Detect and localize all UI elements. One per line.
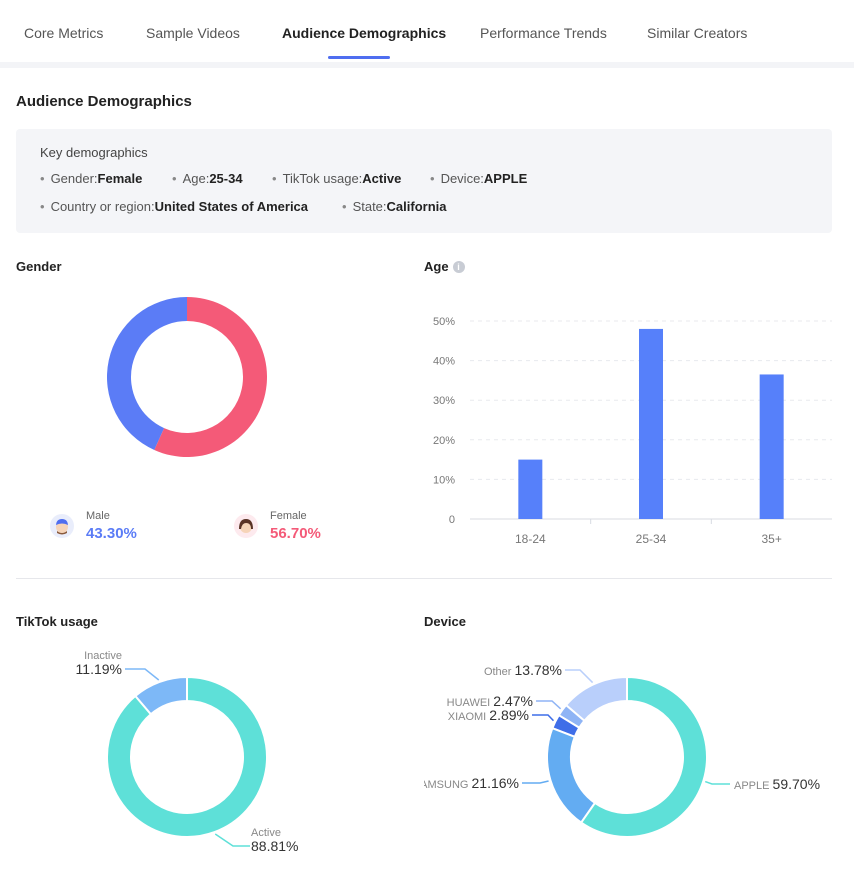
key-demo-state: State:California bbox=[342, 199, 447, 214]
device-chart-area: Other 13.78% HUAWEI 2.47% XIAOMI 2.89% SAMS… bbox=[424, 640, 854, 871]
slice-value-xiaomi: 2.89% bbox=[489, 707, 529, 723]
key-demo-label: TikTok usage: bbox=[282, 171, 363, 186]
age-chart-title: Age i bbox=[424, 259, 465, 274]
slice-value-apple: 59.70% bbox=[773, 776, 820, 792]
page-title: Audience Demographics bbox=[16, 93, 192, 110]
tab-audience-demographics[interactable]: Audience Demographics bbox=[282, 25, 447, 41]
key-demo-country: Country or region:United States of Ameri… bbox=[40, 199, 308, 214]
leader-line-active bbox=[214, 833, 250, 847]
key-demo-value: United States of America bbox=[154, 199, 309, 214]
female-avatar-icon bbox=[234, 514, 258, 538]
key-demo-value: California bbox=[386, 199, 447, 214]
key-demo-value: Female bbox=[97, 171, 143, 186]
slice-label-active: Active bbox=[251, 827, 281, 839]
tab-separator bbox=[0, 62, 854, 68]
bar-35-[interactable] bbox=[759, 374, 784, 519]
male-avatar-icon bbox=[50, 514, 74, 538]
leader-line-inactive bbox=[125, 668, 160, 681]
slice-label-apple: APPLE bbox=[734, 780, 773, 792]
key-demo-age: Age:25-34 bbox=[172, 171, 243, 186]
bar-18-24[interactable] bbox=[518, 459, 543, 519]
key-demo-label: State: bbox=[352, 199, 387, 214]
slice-value-huawei: 2.47% bbox=[493, 693, 533, 709]
slice-label-samsung: SAMSUNG bbox=[424, 779, 472, 791]
active-tab-indicator bbox=[328, 56, 390, 59]
gender-chart-title: Gender bbox=[16, 259, 62, 274]
slice-label-inactive: Inactive bbox=[84, 650, 122, 662]
slice-male[interactable] bbox=[107, 297, 187, 451]
key-demo-value: 25-34 bbox=[209, 171, 243, 186]
legend-female-label: Female bbox=[270, 510, 307, 522]
slice-value-samsung: 21.16% bbox=[472, 775, 519, 791]
key-demo-value: APPLE bbox=[483, 171, 528, 186]
tiktok-usage-chart-title: TikTok usage bbox=[16, 614, 98, 629]
slice-label-xiaomi: XIAOMI bbox=[448, 711, 490, 723]
device-chart-title: Device bbox=[424, 614, 466, 629]
slice-label-huawei: HUAWEI bbox=[447, 697, 494, 709]
leader-line-xiaomi bbox=[532, 714, 555, 722]
svg-text:HUAWEI 2.47%: HUAWEI 2.47% bbox=[447, 693, 533, 709]
x-tick-label: 35+ bbox=[761, 532, 781, 546]
svg-text:APPLE 59.70%: APPLE 59.70% bbox=[734, 776, 820, 792]
y-tick-label: 20% bbox=[433, 435, 455, 447]
tab-similar-creators[interactable]: Similar Creators bbox=[647, 25, 748, 41]
y-tick-label: 40% bbox=[433, 356, 455, 368]
key-demo-value: Active bbox=[362, 171, 402, 186]
tab-core-metrics[interactable]: Core Metrics bbox=[24, 25, 104, 41]
svg-text:Other 13.78%: Other 13.78% bbox=[484, 662, 562, 678]
slice-active[interactable] bbox=[106, 675, 268, 838]
tab-bar: Core Metrics Sample Videos Audience Demo… bbox=[0, 0, 854, 62]
y-tick-label: 50% bbox=[433, 316, 455, 328]
leader-line-huawei bbox=[536, 700, 562, 710]
svg-text:SAMSUNG 21.16%: SAMSUNG 21.16% bbox=[424, 775, 519, 791]
leader-line-other bbox=[565, 669, 594, 684]
leader-line-apple bbox=[704, 780, 730, 785]
y-tick-label: 0 bbox=[449, 514, 455, 526]
legend-female-value: 56.70% bbox=[270, 525, 321, 542]
legend-male-value: 43.30% bbox=[86, 525, 137, 542]
y-tick-label: 30% bbox=[433, 395, 455, 407]
key-demo-gender: Gender:Female bbox=[40, 171, 143, 186]
legend-male-label: Male bbox=[86, 510, 110, 522]
key-demo-label: Device: bbox=[440, 171, 484, 186]
age-title-text: Age bbox=[424, 259, 449, 274]
tab-performance-trends[interactable]: Performance Trends bbox=[480, 25, 607, 41]
bar-25-34[interactable] bbox=[639, 328, 663, 519]
slice-value-other: 13.78% bbox=[515, 662, 562, 678]
slice-female[interactable] bbox=[154, 297, 267, 457]
key-demo-tiktok-usage: TikTok usage:Active bbox=[272, 171, 402, 186]
key-demo-device: Device:APPLE bbox=[430, 171, 528, 186]
key-demo-label: Country or region: bbox=[50, 199, 155, 214]
slice-apple[interactable] bbox=[579, 675, 708, 838]
x-tick-label: 18-24 bbox=[515, 532, 546, 546]
x-tick-label: 25-34 bbox=[636, 532, 667, 546]
key-demographics-panel: Key demographics Gender:Female Age:25-34… bbox=[16, 129, 832, 233]
device-donut-chart: Other 13.78%HUAWEI 2.47%XIAOMI 2.89%SAMS… bbox=[424, 662, 820, 838]
info-icon[interactable]: i bbox=[452, 261, 465, 273]
slice-value-inactive: 11.19% bbox=[76, 661, 122, 677]
section-divider bbox=[16, 578, 832, 579]
leader-line-samsung bbox=[522, 780, 549, 784]
tab-sample-videos[interactable]: Sample Videos bbox=[146, 25, 240, 41]
key-demo-label: Age: bbox=[182, 171, 210, 186]
slice-samsung[interactable] bbox=[546, 726, 597, 824]
svg-text:XIAOMI 2.89%: XIAOMI 2.89% bbox=[448, 707, 529, 723]
y-tick-label: 10% bbox=[433, 474, 455, 486]
slice-value-active: 88.81% bbox=[251, 838, 298, 854]
key-demo-label: Gender: bbox=[50, 171, 98, 186]
key-demographics-title: Key demographics bbox=[40, 145, 148, 160]
slice-label-other: Other bbox=[484, 666, 515, 678]
